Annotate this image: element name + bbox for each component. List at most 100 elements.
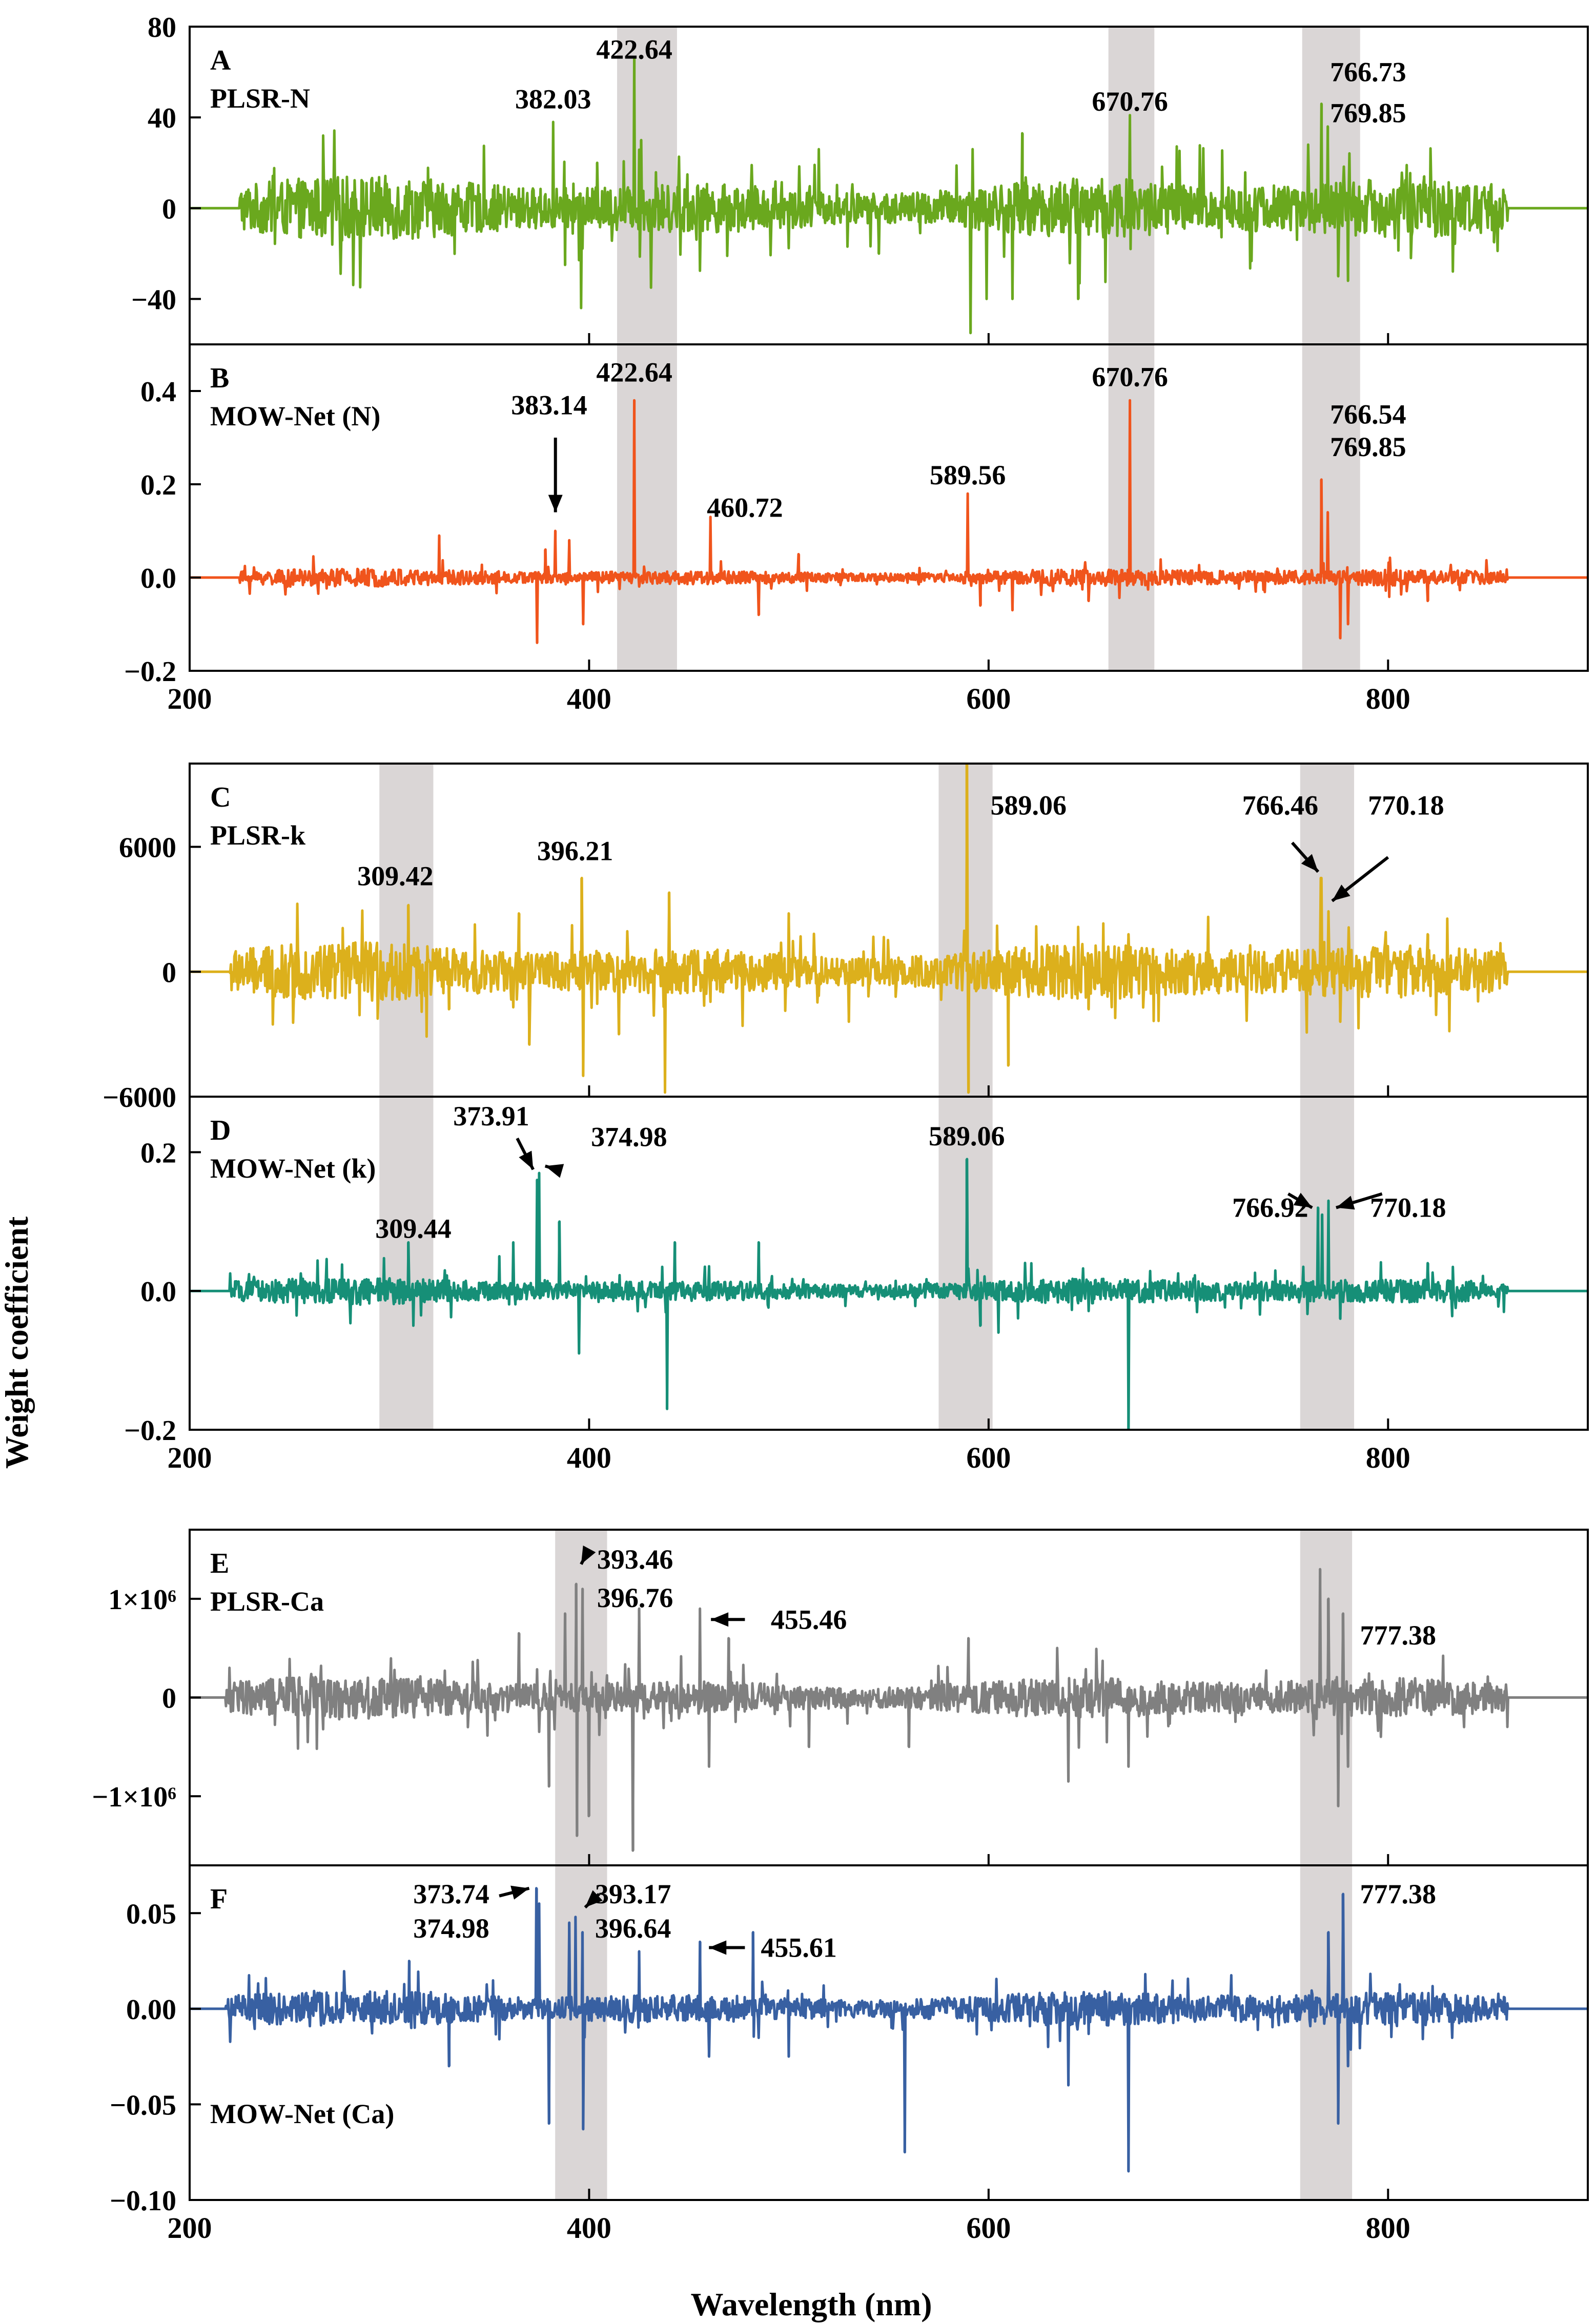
peak-annotation: 455.61 xyxy=(761,1932,837,1963)
y-tick-label: 0.0 xyxy=(140,1276,176,1308)
y-tick-label: −1×10⁶ xyxy=(92,1781,176,1813)
y-tick-label: 6000 xyxy=(119,832,176,864)
y-tick-label: 0.2 xyxy=(140,1137,176,1169)
peak-annotation: 766.46 xyxy=(1242,790,1319,820)
panel-title: PLSR-N xyxy=(210,83,310,114)
x-tick-label: 800 xyxy=(1366,682,1410,715)
peak-annotation: 393.17 xyxy=(595,1879,671,1909)
annotation-arrow-head xyxy=(510,1885,529,1900)
panel-letter: D xyxy=(210,1115,231,1146)
peak-annotation: 589.06 xyxy=(929,1121,1005,1151)
y-tick-label: 0.4 xyxy=(140,376,176,408)
panel-title: MOW-Net (k) xyxy=(210,1153,376,1184)
peak-annotation: 770.18 xyxy=(1370,1192,1446,1223)
y-tick-label: 0 xyxy=(162,957,176,989)
axes-frame xyxy=(189,343,1589,672)
x-tick-label: 600 xyxy=(966,682,1011,715)
peak-annotation: 396.64 xyxy=(595,1913,671,1944)
series-line xyxy=(190,764,1588,1094)
peak-annotation: 589.56 xyxy=(930,460,1006,490)
peak-annotation: 422.64 xyxy=(596,34,672,65)
annotation-arrow-head xyxy=(1293,1192,1313,1208)
peak-annotation: 422.64 xyxy=(596,357,672,388)
y-tick-label: 0.0 xyxy=(140,563,176,594)
panel-letter: B xyxy=(210,362,229,394)
peak-annotation: 589.06 xyxy=(991,790,1067,820)
x-tick-label: 800 xyxy=(1366,2211,1410,2245)
chart-panel-F: −0.10 −0.05 0.00 0.05 200 400 600 800 F MOW-Net (… xyxy=(110,1864,1589,2245)
y-tick-label: 0.00 xyxy=(126,1994,176,2026)
peak-annotation: 373.74 xyxy=(413,1879,489,1909)
series-line xyxy=(190,57,1588,335)
annotation-arrow-head xyxy=(519,1150,534,1170)
panel-letter: E xyxy=(210,1548,229,1579)
x-tick-label: 400 xyxy=(567,2211,611,2245)
series-line xyxy=(190,1568,1588,1852)
highlight-band-0 xyxy=(379,1097,434,1430)
plot-area xyxy=(190,1865,1588,2200)
plot-area xyxy=(190,344,1588,671)
x-axis-label: Wavelength (nm) xyxy=(690,2286,932,2322)
peak-annotation: 769.85 xyxy=(1330,97,1406,128)
y-tick-label: −0.10 xyxy=(110,2185,176,2217)
panel-title: MOW-Net (Ca) xyxy=(210,2099,394,2129)
y-tick-label: 1×10⁶ xyxy=(108,1584,176,1616)
plot-area xyxy=(190,1097,1588,1430)
x-tick-label: 200 xyxy=(168,1441,212,1474)
panel-title: PLSR-Ca xyxy=(210,1586,324,1617)
series-line xyxy=(190,1158,1588,1430)
axes-frame xyxy=(189,1096,1589,1431)
chart-panel-C: −6000 0 6000 C PLSR-k 309.42 396.21 589.06 766.4… xyxy=(103,763,1589,1114)
peak-annotation: 393.46 xyxy=(597,1544,673,1575)
peak-annotation: 396.76 xyxy=(597,1582,673,1613)
annotation-arrow-head xyxy=(1336,1196,1355,1210)
peak-annotation: 777.38 xyxy=(1360,1620,1437,1651)
peak-annotation: 766.73 xyxy=(1330,57,1406,88)
y-tick-label: 0 xyxy=(162,1683,176,1715)
annotation-arrow-head xyxy=(709,1940,727,1955)
annotation-arrow-head xyxy=(1301,854,1318,872)
peak-annotation: 374.98 xyxy=(413,1913,489,1944)
panel-title: MOW-Net (N) xyxy=(210,401,380,431)
peak-annotation: 382.03 xyxy=(515,84,591,115)
y-tick-label: −0.05 xyxy=(110,2089,176,2121)
peak-annotation: 383.14 xyxy=(511,389,587,420)
peak-annotation: 309.42 xyxy=(357,860,434,891)
peak-annotation: 455.46 xyxy=(771,1604,847,1635)
x-tick-label: 200 xyxy=(168,2211,212,2245)
annotation-arrow-head xyxy=(585,1890,603,1908)
y-tick-label: 0.05 xyxy=(126,1898,176,1930)
panel-title: PLSR-k xyxy=(210,820,305,851)
series-line xyxy=(190,399,1588,644)
peak-annotation: 374.98 xyxy=(591,1122,667,1153)
peak-annotation: 396.21 xyxy=(537,836,613,867)
annotation-arrow-head xyxy=(711,1612,729,1627)
panel-letter: F xyxy=(210,1883,228,1915)
peak-annotation: 670.76 xyxy=(1092,362,1168,393)
highlight-band-0 xyxy=(617,344,677,671)
peak-annotation: 770.18 xyxy=(1368,790,1444,820)
chart-panel-B: −0.2 0.0 0.2 0.4 200 400 600 800 B MOW-Net (N) 383… xyxy=(124,343,1589,715)
plot-area xyxy=(190,1530,1588,1865)
peak-annotation: 309.44 xyxy=(375,1213,452,1244)
series-line xyxy=(190,1887,1588,2173)
y-tick-label: −6000 xyxy=(103,1082,176,1114)
annotation-arrow-head xyxy=(545,1164,564,1178)
peak-annotation: 766.92 xyxy=(1232,1192,1308,1223)
x-tick-label: 200 xyxy=(168,682,212,715)
panel-letter: C xyxy=(210,781,231,813)
highlight-band-2 xyxy=(1302,344,1360,671)
peak-annotation: 777.38 xyxy=(1360,1879,1437,1909)
plot-area xyxy=(190,764,1588,1097)
x-tick-label: 400 xyxy=(567,1441,611,1474)
highlight-band-0 xyxy=(379,764,434,1097)
annotation-arrow-head xyxy=(1332,885,1351,901)
chart-panel-D: −0.2 0.0 0.2 200 400 600 800 D MOW-Net (k) 373.91… xyxy=(124,1096,1589,1474)
x-tick-label: 800 xyxy=(1366,1441,1410,1474)
peak-annotation: 769.85 xyxy=(1330,431,1406,462)
highlight-band-0 xyxy=(555,1865,607,2200)
y-tick-label: 80 xyxy=(148,12,176,44)
